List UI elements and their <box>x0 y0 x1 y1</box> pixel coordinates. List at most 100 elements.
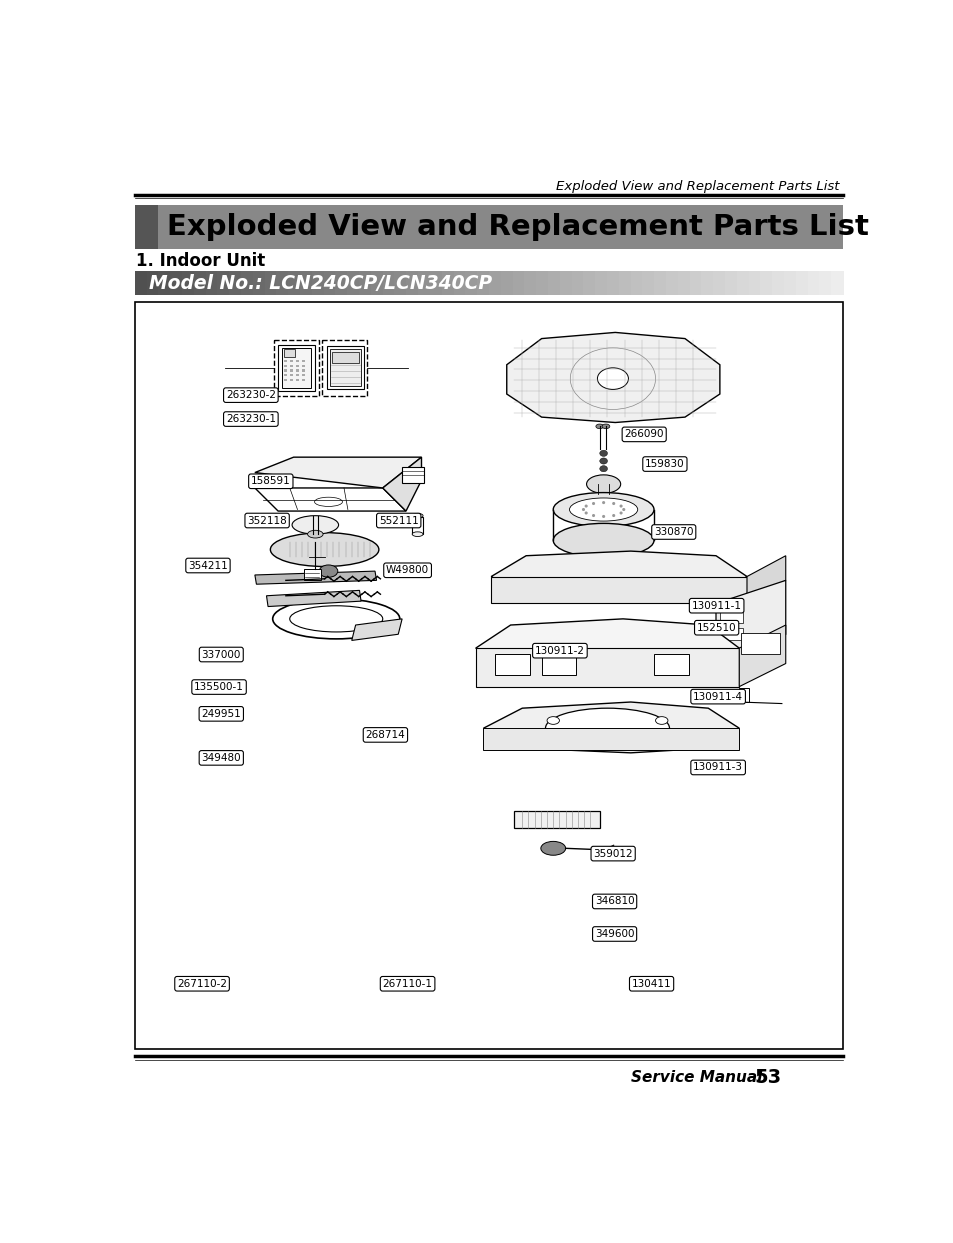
Bar <box>488 271 501 296</box>
Bar <box>290 369 293 372</box>
Bar <box>618 271 631 296</box>
Bar <box>689 271 701 296</box>
Bar <box>495 654 530 675</box>
Bar <box>295 379 298 380</box>
Bar <box>465 271 477 296</box>
Bar <box>283 349 294 357</box>
Text: 249951: 249951 <box>201 709 241 718</box>
Bar <box>205 271 218 296</box>
Text: 349600: 349600 <box>595 929 634 938</box>
Bar <box>134 271 147 296</box>
Bar <box>302 379 305 380</box>
Ellipse shape <box>412 532 422 537</box>
Ellipse shape <box>596 424 603 429</box>
Text: Model No.: LCN240CP/LCN340CP: Model No.: LCN240CP/LCN340CP <box>149 273 492 292</box>
Bar <box>417 271 430 296</box>
Bar <box>302 374 305 377</box>
Ellipse shape <box>599 450 607 456</box>
Polygon shape <box>382 457 421 511</box>
Bar <box>290 364 293 367</box>
Bar <box>229 271 241 296</box>
Bar <box>559 271 572 296</box>
Bar <box>283 379 286 380</box>
Bar <box>500 271 513 296</box>
Text: 130411: 130411 <box>631 978 671 988</box>
Bar <box>830 271 843 296</box>
Bar <box>290 374 293 377</box>
Ellipse shape <box>621 508 624 511</box>
Bar <box>134 205 158 250</box>
Bar <box>524 271 537 296</box>
Bar <box>295 364 298 367</box>
Bar <box>641 271 655 296</box>
Ellipse shape <box>290 605 382 631</box>
Bar <box>323 271 335 296</box>
Ellipse shape <box>599 466 607 472</box>
Bar <box>322 341 367 395</box>
Polygon shape <box>254 571 376 584</box>
Bar <box>288 271 300 296</box>
Bar <box>807 271 820 296</box>
Text: 130911-2: 130911-2 <box>535 645 584 656</box>
Bar <box>302 364 305 367</box>
Bar <box>583 271 596 296</box>
Bar <box>358 271 372 296</box>
Polygon shape <box>483 702 739 753</box>
Text: 135500-1: 135500-1 <box>193 682 244 692</box>
Ellipse shape <box>319 566 337 577</box>
Bar <box>630 271 642 296</box>
Ellipse shape <box>599 457 607 464</box>
Bar <box>312 271 324 296</box>
Bar <box>441 271 454 296</box>
Ellipse shape <box>553 523 654 557</box>
Ellipse shape <box>601 515 604 518</box>
Text: Service Manual: Service Manual <box>630 1069 761 1084</box>
Bar <box>327 347 364 389</box>
Bar <box>514 812 599 828</box>
Bar <box>571 271 583 296</box>
Bar <box>147 271 159 296</box>
Text: Exploded View and Replacement Parts List: Exploded View and Replacement Parts List <box>556 180 840 193</box>
Text: 158591: 158591 <box>251 476 291 486</box>
Bar <box>274 341 319 395</box>
Bar <box>724 271 737 296</box>
Bar <box>371 271 383 296</box>
Bar <box>283 369 286 372</box>
Bar <box>406 271 418 296</box>
Ellipse shape <box>597 368 628 389</box>
Ellipse shape <box>618 505 622 507</box>
Bar <box>290 360 293 363</box>
Text: 130911-3: 130911-3 <box>693 762 742 772</box>
Bar <box>430 271 442 296</box>
Bar <box>217 271 230 296</box>
Ellipse shape <box>581 508 584 511</box>
Bar <box>295 360 298 363</box>
Bar <box>332 352 358 363</box>
Ellipse shape <box>546 732 558 740</box>
Bar <box>453 271 466 296</box>
Ellipse shape <box>584 511 587 515</box>
Ellipse shape <box>612 502 615 505</box>
Text: 337000: 337000 <box>201 650 241 660</box>
Text: W49800: W49800 <box>386 566 429 576</box>
Bar <box>795 271 807 296</box>
Bar <box>720 612 742 623</box>
Bar <box>412 517 422 534</box>
Polygon shape <box>739 625 785 686</box>
Polygon shape <box>506 332 720 423</box>
Text: 349480: 349480 <box>201 753 241 763</box>
Bar <box>772 271 784 296</box>
Text: 130911-1: 130911-1 <box>691 600 740 610</box>
Ellipse shape <box>601 424 609 429</box>
Ellipse shape <box>569 498 637 521</box>
Ellipse shape <box>655 732 667 740</box>
Text: 267110-1: 267110-1 <box>382 978 432 988</box>
Bar <box>241 271 253 296</box>
Polygon shape <box>352 619 402 640</box>
Bar <box>299 271 313 296</box>
Ellipse shape <box>307 531 323 538</box>
Bar <box>547 271 560 296</box>
Ellipse shape <box>655 717 667 725</box>
Bar <box>282 348 311 388</box>
Bar <box>276 271 289 296</box>
